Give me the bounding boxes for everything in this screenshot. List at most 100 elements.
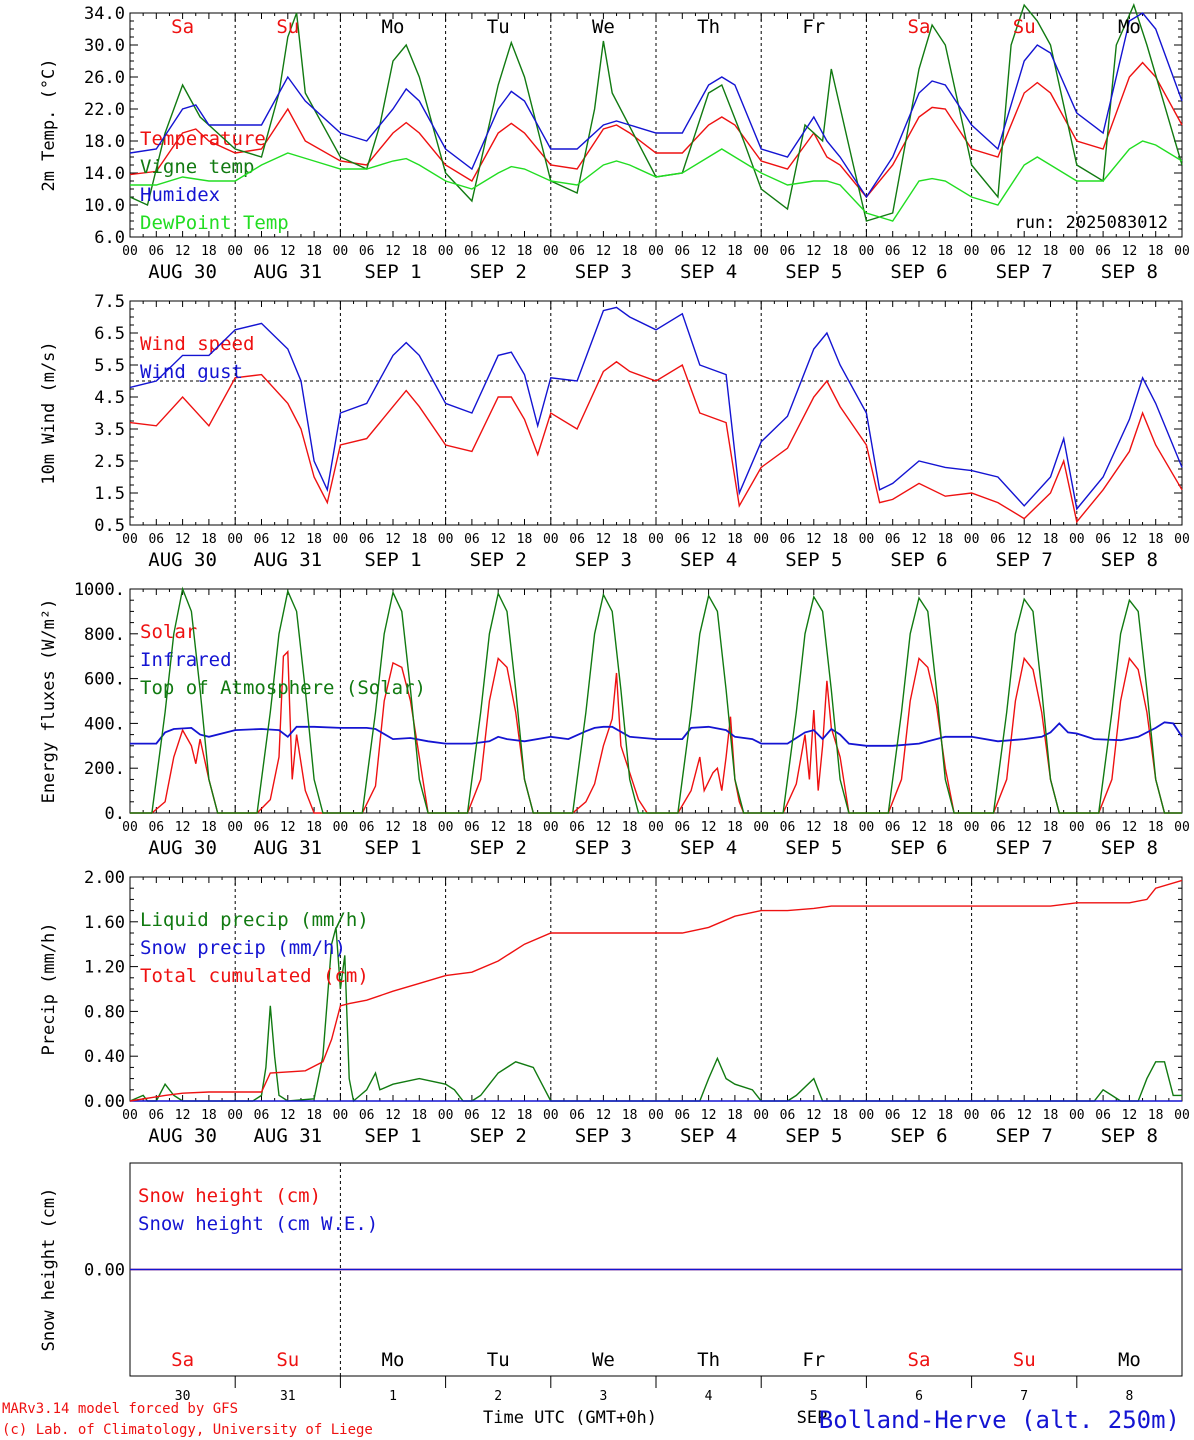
date-label: SEP 8 — [1101, 837, 1158, 859]
hour-tick-label: 12 — [175, 532, 191, 547]
hour-tick-label: 06 — [1095, 532, 1111, 547]
y-tick-label: 0.40 — [84, 1047, 125, 1067]
panel-wind: 0.5 1.5 2.5 3.5 4.5 5.5 6.5 7.5 10m Wind (m/s) Wi… — [39, 292, 1190, 571]
weekday-label: Th — [697, 16, 720, 38]
hour-tick-label: 18 — [832, 1108, 848, 1123]
y-tick-label: 0.80 — [84, 1002, 125, 1022]
date-label: SEP 7 — [996, 549, 1053, 571]
date-label: SEP 1 — [364, 837, 421, 859]
date-label: SEP 7 — [996, 1125, 1053, 1147]
legend-entry: Humidex — [140, 184, 220, 206]
hour-tick-label: 06 — [464, 532, 480, 547]
hour-tick-label: 06 — [569, 1108, 585, 1123]
day-number-label: 8 — [1125, 1389, 1133, 1404]
hour-tick-label: 18 — [306, 820, 322, 835]
station-name: Bolland-Herve (alt. 250m) — [819, 1406, 1180, 1434]
date-label: SEP 4 — [680, 549, 737, 571]
hour-tick-label: 12 — [175, 820, 191, 835]
hour-tick-label: 00 — [1069, 532, 1085, 547]
date-label: SEP 6 — [890, 549, 947, 571]
hour-tick-label: 06 — [780, 244, 796, 259]
hour-tick-label: 18 — [411, 1108, 427, 1123]
hour-tick-label: 18 — [1043, 1108, 1059, 1123]
hour-tick-label: 00 — [438, 532, 454, 547]
hour-tick-label: 00 — [859, 244, 875, 259]
hour-tick-label: 12 — [490, 244, 506, 259]
hour-tick-label: 12 — [1016, 244, 1032, 259]
weekday-label: Mo — [1118, 16, 1141, 38]
hour-tick-label: 00 — [227, 1108, 243, 1123]
hour-tick-label: 18 — [1148, 1108, 1164, 1123]
hour-tick-label: 18 — [201, 244, 217, 259]
hour-tick-label: 06 — [148, 820, 164, 835]
hour-tick-label: 00 — [859, 1108, 875, 1123]
hour-tick-label: 18 — [517, 244, 533, 259]
date-label: SEP 8 — [1101, 261, 1158, 283]
legend-entry: Infrared — [140, 649, 232, 671]
weekday-label: Tu — [487, 1349, 510, 1371]
y-axis-label: Snow height (cm) — [39, 1188, 59, 1352]
hour-tick-label: 18 — [517, 532, 533, 547]
hour-tick-label: 00 — [122, 1108, 138, 1123]
legend-entry: Top of Atmosphere (Solar) — [140, 677, 426, 699]
hour-tick-label: 00 — [1174, 1108, 1190, 1123]
hour-tick-label: 18 — [727, 1108, 743, 1123]
hour-tick-label: 12 — [1122, 1108, 1138, 1123]
hour-tick-label: 12 — [701, 532, 717, 547]
hour-tick-label: 18 — [306, 532, 322, 547]
date-label: SEP 5 — [785, 549, 842, 571]
hour-tick-label: 06 — [254, 532, 270, 547]
hour-tick-label: 12 — [1016, 532, 1032, 547]
hour-tick-label: 00 — [964, 532, 980, 547]
y-tick-label: 18.0 — [84, 132, 125, 152]
y-tick-label: 14.0 — [84, 164, 125, 184]
hour-tick-label: 06 — [1095, 1108, 1111, 1123]
hour-tick-label: 06 — [254, 820, 270, 835]
hour-tick-label: 18 — [832, 820, 848, 835]
date-label: SEP 3 — [575, 549, 632, 571]
y-tick-label: 1000. — [74, 580, 125, 600]
series-line-humidex — [129, 12, 1183, 199]
hour-tick-label: 12 — [280, 244, 296, 259]
series-line-top-of-atmosphere-solar- — [130, 586, 1182, 814]
run-label: run: 2025083012 — [1014, 213, 1168, 233]
hour-tick-label: 00 — [438, 1108, 454, 1123]
model-credit-line2: (c) Lab. of Climatology, University of L… — [2, 1422, 373, 1438]
hour-tick-label: 18 — [201, 1108, 217, 1123]
date-label: SEP 4 — [680, 837, 737, 859]
y-tick-label: 34.0 — [84, 4, 125, 24]
hour-tick-label: 00 — [333, 1108, 349, 1123]
hour-tick-label: 06 — [148, 1108, 164, 1123]
hour-tick-label: 00 — [648, 532, 664, 547]
series-line-temperature — [129, 61, 1183, 199]
hour-tick-label: 18 — [937, 244, 953, 259]
hour-tick-label: 00 — [648, 820, 664, 835]
hour-tick-label: 06 — [990, 820, 1006, 835]
weekday-label: Su — [276, 1349, 299, 1371]
hour-tick-label: 18 — [1043, 532, 1059, 547]
hour-tick-label: 18 — [306, 1108, 322, 1123]
hour-tick-label: 18 — [622, 820, 638, 835]
hour-tick-label: 18 — [1148, 532, 1164, 547]
hour-tick-label: 12 — [385, 1108, 401, 1123]
hour-tick-label: 12 — [1122, 244, 1138, 259]
date-label: AUG 30 — [148, 549, 217, 571]
model-credit-line1: MARv3.14 model forced by GFS — [2, 1401, 238, 1417]
date-label: SEP 7 — [996, 837, 1053, 859]
hour-tick-label: 06 — [148, 244, 164, 259]
hour-tick-label: 00 — [753, 244, 769, 259]
hour-tick-label: 00 — [333, 820, 349, 835]
day-number-label: 1 — [389, 1389, 397, 1404]
panel-energy: 0. 200. 400. 600. 800. 1000. Energy fluxes (W/… — [39, 580, 1190, 859]
y-tick-label: 10.0 — [84, 196, 125, 216]
hour-tick-label: 06 — [1095, 820, 1111, 835]
weekday-label: We — [592, 1349, 615, 1371]
hour-tick-label: 18 — [1148, 820, 1164, 835]
hour-tick-label: 00 — [753, 1108, 769, 1123]
date-label: SEP 8 — [1101, 1125, 1158, 1147]
hour-tick-label: 12 — [280, 1108, 296, 1123]
legend-entry: Temperature — [140, 128, 266, 150]
hour-tick-label: 00 — [333, 532, 349, 547]
hour-tick-label: 18 — [1043, 244, 1059, 259]
